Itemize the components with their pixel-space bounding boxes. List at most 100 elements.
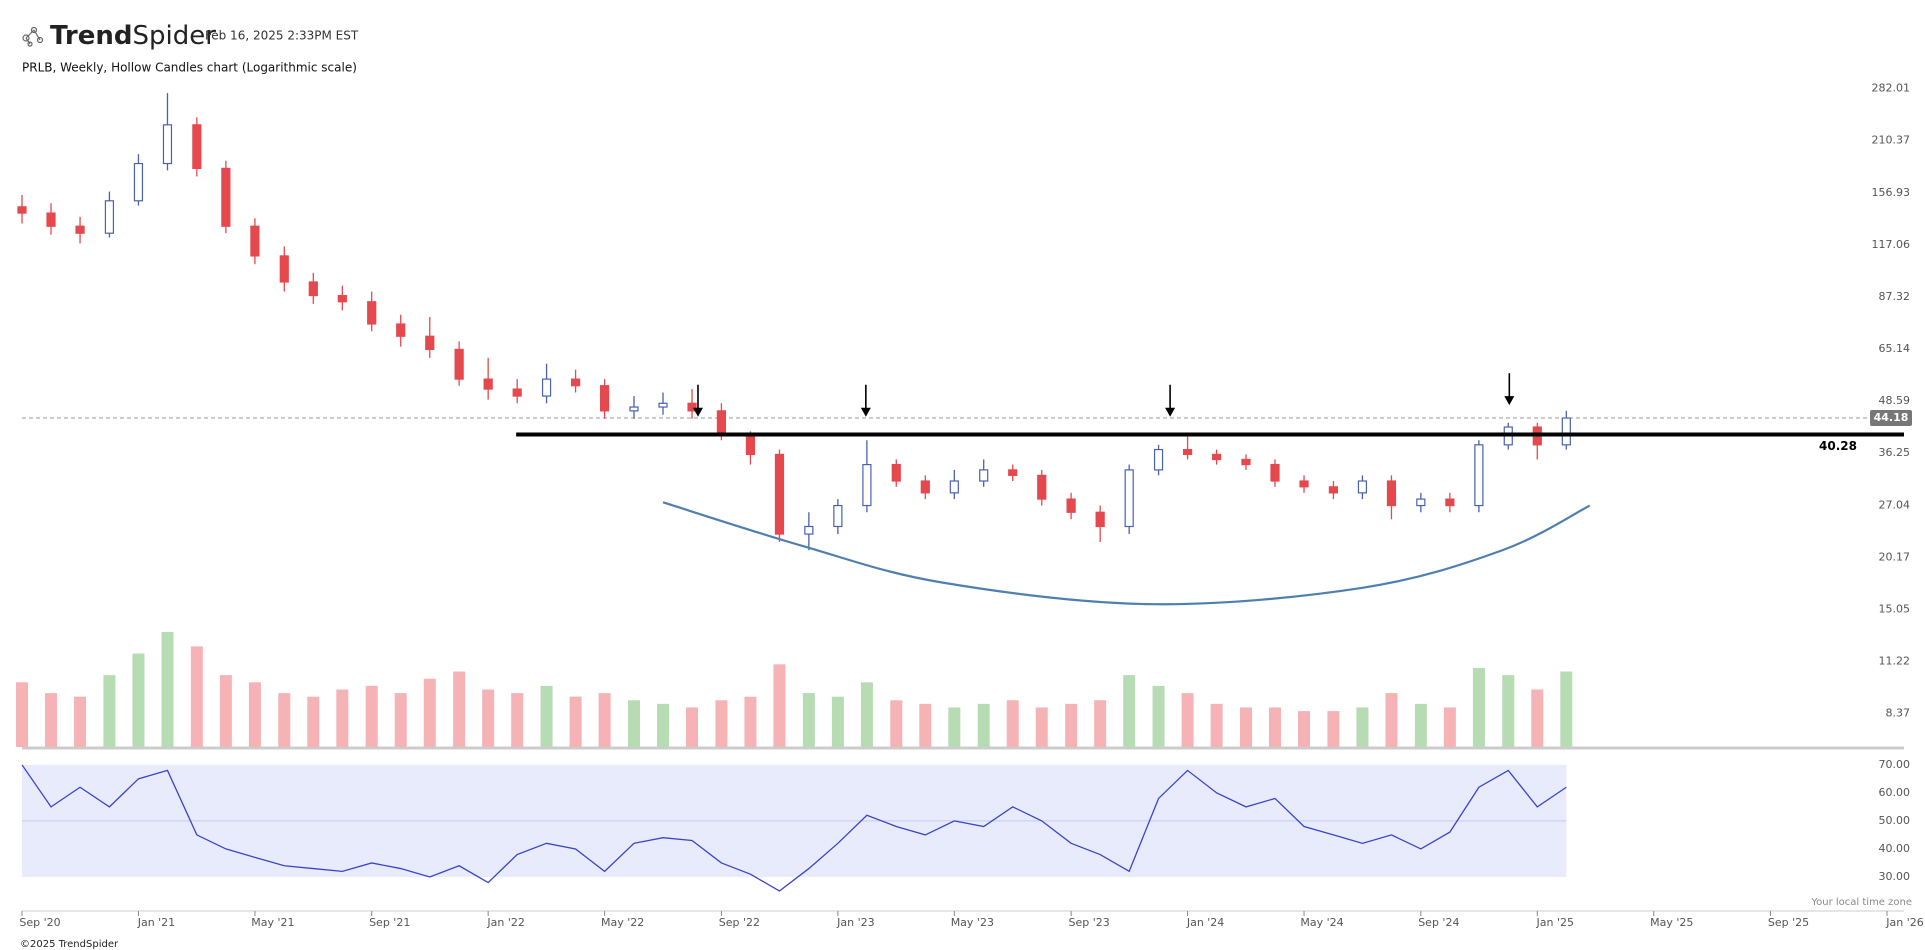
rsi-tick-label: 60.00	[1879, 786, 1911, 799]
volume-bar	[219, 675, 232, 747]
volume-bar	[511, 693, 524, 747]
volume-bar	[1560, 671, 1573, 747]
volume-bar	[831, 696, 844, 747]
candle-body	[1095, 511, 1105, 528]
volume-bar	[132, 653, 145, 747]
candle-body	[75, 225, 85, 234]
y-tick-label: 11.22	[1879, 655, 1911, 668]
candle-body	[192, 124, 202, 169]
brand-bold: Trend	[50, 21, 132, 51]
candle-body	[1299, 480, 1309, 488]
volume-bar	[423, 678, 436, 747]
volume-bar	[1123, 675, 1136, 747]
volume-bar	[161, 632, 174, 747]
candle-body	[308, 281, 318, 297]
x-tick-label: Jan '24	[1186, 916, 1224, 929]
volume-bar	[598, 693, 611, 747]
volume-bar	[1327, 711, 1340, 747]
candle-body	[541, 378, 552, 397]
candle-body	[745, 435, 756, 456]
volume-bar	[1094, 700, 1107, 747]
candle-body	[570, 378, 581, 387]
rsi-tick-label: 40.00	[1879, 842, 1911, 855]
candle-body	[774, 453, 785, 535]
volume-bar	[307, 696, 320, 747]
x-tick-label: Sep '23	[1069, 916, 1110, 929]
volume-bar	[657, 703, 670, 747]
y-tick-label: 8.37	[1886, 707, 1911, 720]
volume-bar	[1443, 707, 1456, 747]
x-tick-label: May '25	[1650, 916, 1693, 929]
volume-bar	[45, 693, 58, 747]
x-tick-label: Jan '26	[1885, 916, 1923, 929]
last-price-label: 44.18	[1874, 411, 1909, 424]
x-tick-label: Sep '21	[369, 916, 410, 929]
arrow-head	[1504, 396, 1515, 406]
volume-bar	[1531, 689, 1544, 747]
candle-body	[1008, 469, 1018, 476]
volume-bar	[1385, 693, 1398, 747]
candle-body	[337, 294, 347, 303]
candle-body	[425, 335, 435, 351]
y-tick-label: 27.04	[1879, 498, 1911, 511]
candle-body	[658, 402, 668, 408]
candle-body	[1124, 469, 1134, 528]
volume-bar	[540, 685, 553, 747]
candle-body	[949, 480, 959, 494]
volume-bar	[1210, 703, 1223, 747]
candle-body	[833, 504, 843, 528]
candle-body	[367, 301, 377, 325]
y-tick-label: 65.14	[1879, 342, 1911, 355]
volume-bar	[1414, 703, 1427, 747]
x-tick-label: Jan '21	[137, 916, 175, 929]
rsi-tick-label: 70.00	[1879, 758, 1911, 771]
volume-bar	[278, 693, 291, 747]
candle-body	[1416, 498, 1426, 507]
candle-body	[483, 378, 493, 390]
candle-body	[1328, 486, 1339, 494]
x-tick-label: May '24	[1300, 916, 1343, 929]
rsi-line	[21, 764, 1567, 892]
candle-body	[804, 525, 814, 535]
candle-body	[1212, 453, 1222, 461]
volume-bar	[686, 707, 699, 747]
volume-bar	[948, 707, 961, 747]
candle-body	[1182, 448, 1193, 456]
volume-bar	[1356, 707, 1369, 747]
x-tick-label: Jan '22	[486, 916, 524, 929]
candle-body	[104, 200, 115, 234]
volume-bar	[1181, 693, 1194, 747]
candle-body	[1037, 474, 1047, 500]
candle-body	[629, 406, 639, 412]
volume-bar	[453, 671, 466, 747]
volume-bar	[1152, 685, 1165, 747]
volume-bar	[860, 682, 873, 747]
volume-bar	[773, 664, 786, 747]
volume-bar	[1006, 700, 1019, 747]
y-tick-label: 117.06	[1872, 238, 1911, 251]
volume-bar	[394, 693, 407, 747]
volume-bar	[74, 696, 87, 747]
candle-body	[512, 388, 522, 397]
candle-body	[454, 348, 464, 380]
candle-body	[920, 480, 930, 494]
arrow-head	[860, 407, 871, 417]
brand-light: Spider	[132, 21, 216, 51]
candle-body	[1357, 480, 1368, 494]
candle-body	[46, 212, 56, 227]
copyright: ©2025 TrendSpider	[20, 939, 119, 950]
x-tick-label: May '23	[951, 916, 994, 929]
candle-body	[396, 323, 406, 337]
candle-body	[1474, 444, 1484, 507]
volume-bar	[482, 689, 495, 747]
candle-body	[1153, 448, 1164, 471]
volume-bar	[1035, 707, 1048, 747]
volume-bar	[919, 703, 932, 747]
volume-bar	[103, 675, 116, 747]
candle-body	[862, 463, 872, 507]
volume-bar	[1065, 703, 1078, 747]
candle-body	[1445, 498, 1455, 507]
candle-body	[17, 206, 27, 214]
y-tick-label: 36.25	[1879, 446, 1911, 459]
level-label: 40.28	[1819, 439, 1857, 453]
